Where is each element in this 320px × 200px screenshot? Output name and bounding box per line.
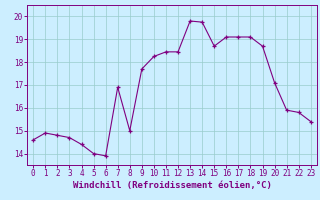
X-axis label: Windchill (Refroidissement éolien,°C): Windchill (Refroidissement éolien,°C) — [73, 181, 271, 190]
